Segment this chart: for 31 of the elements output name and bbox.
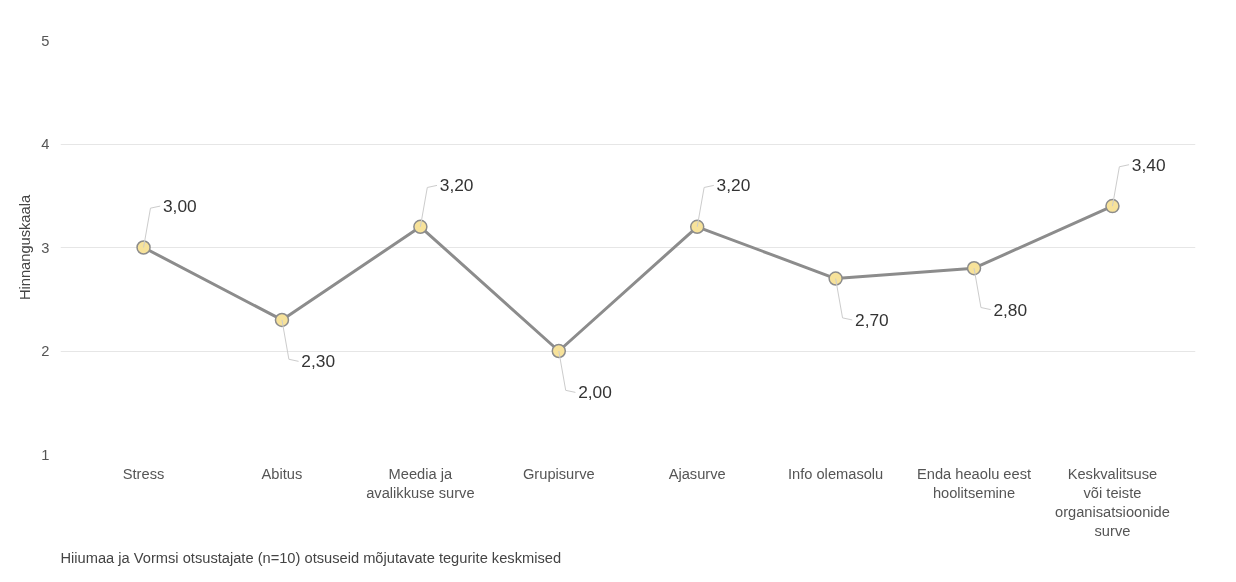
point [413, 219, 428, 235]
data-label: 2,00 [578, 382, 612, 403]
point [828, 271, 843, 286]
y-tick-label: 5 [41, 32, 50, 49]
y-axis-title: Hinnanguskaala [17, 194, 34, 301]
x-tick-label: Abitus [261, 465, 303, 482]
x-tick-label: Ajasurve [668, 465, 726, 482]
point [551, 343, 567, 359]
y-tick-label: 3 [41, 239, 50, 256]
y-tick-label: 2 [41, 343, 50, 359]
x-tick-label: Info olemasolu [787, 465, 884, 482]
data-label: 2,80 [993, 299, 1028, 320]
data-label: 3,20 [439, 175, 474, 196]
text: Hiiumaa ja Vormsi otsustajate (n=10) otsuseid mõjutavate tegurite keskmised [60, 549, 562, 566]
point [274, 312, 290, 328]
x-tick-label: Grupisurve [522, 465, 595, 482]
point [966, 260, 982, 276]
x-tick-label: Enda heaolu eest hoolitsemine [916, 465, 1032, 501]
x-tick-label: Stress [122, 465, 165, 482]
x-tick-label: Keskvalitsuse või teiste organisatsioonide surve [1055, 465, 1170, 540]
y-tick-label: 1 [41, 446, 50, 463]
point [1105, 198, 1120, 214]
point [136, 240, 151, 255]
data-label: 3,00 [162, 196, 197, 217]
data-label: 3,40 [1131, 154, 1166, 175]
data-label: 3,20 [716, 175, 751, 196]
data-label: 2,70 [855, 309, 889, 330]
y-tick-label: 4 [41, 136, 50, 152]
x-tick-label: Meedia ja avalikkuse surve [366, 465, 475, 501]
point [689, 219, 705, 235]
data-label: 2,30 [301, 351, 336, 372]
